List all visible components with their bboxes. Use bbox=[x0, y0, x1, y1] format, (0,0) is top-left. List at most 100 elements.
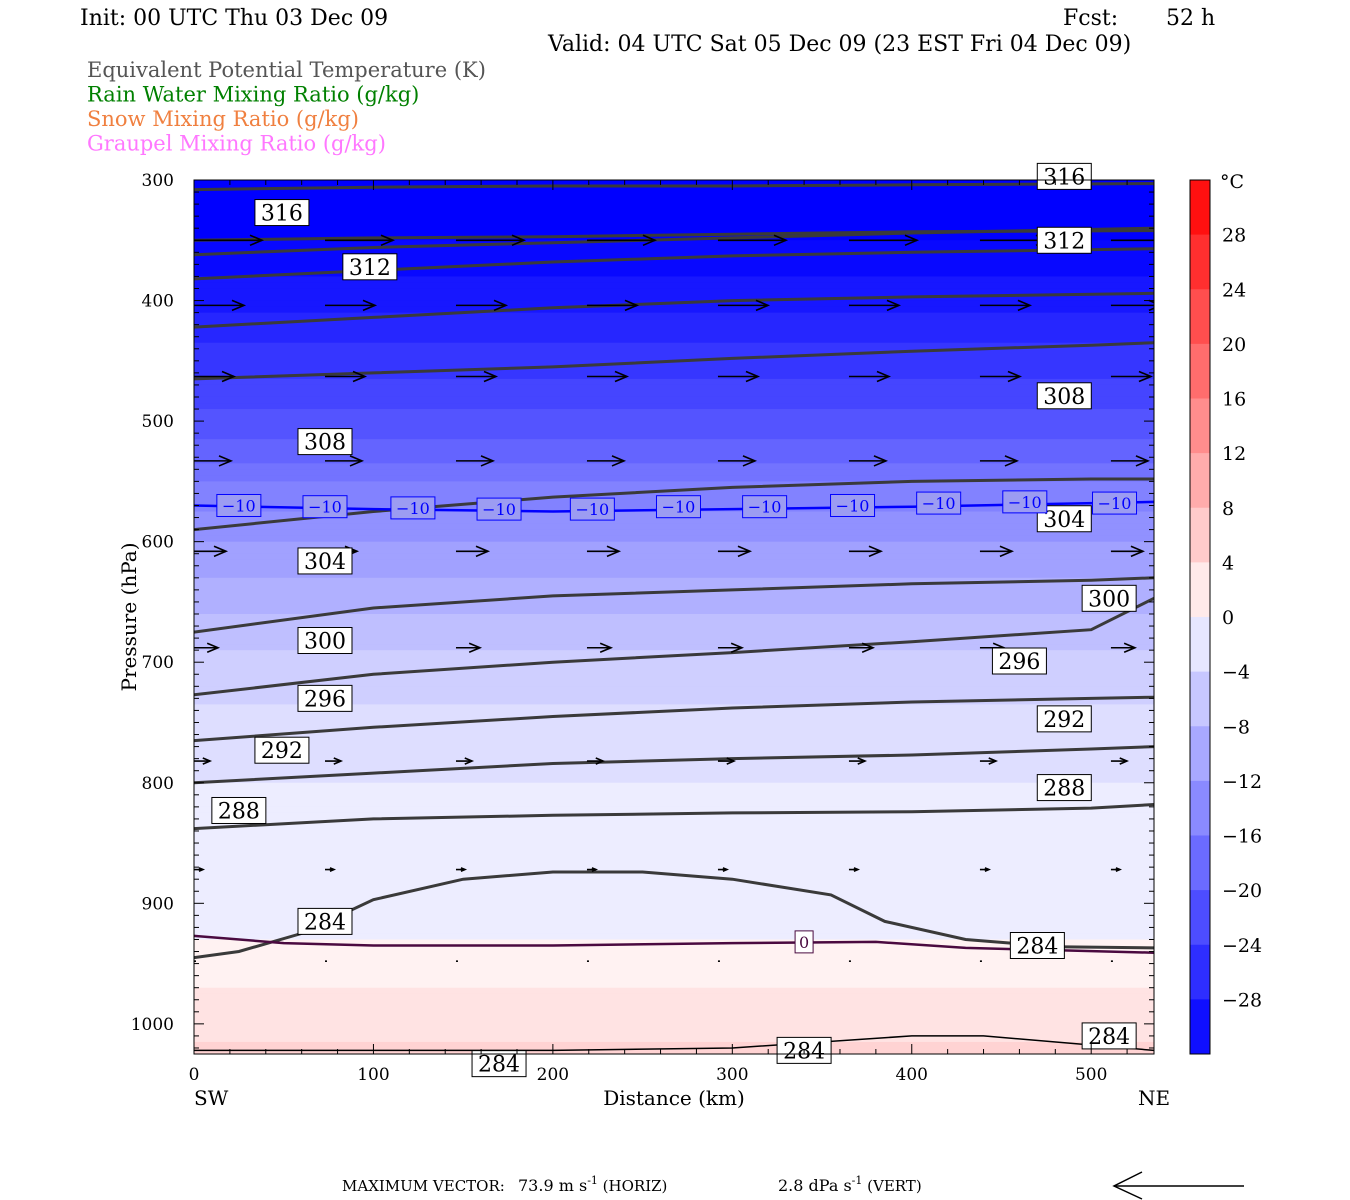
temperature-band bbox=[194, 921, 1154, 929]
x-tick-label: 100 bbox=[357, 1065, 389, 1085]
theta-e-contour-304 bbox=[194, 576, 1154, 634]
y-tick-label: 700 bbox=[142, 653, 174, 673]
temperature-band bbox=[194, 318, 1154, 326]
colorbar: 28 24 20 16 12 8 4 0 −4 −8 −12 −16 −20 −24 −28 bbox=[1189, 179, 1262, 1055]
legend-entry: Rain Water Mixing Ratio (g/kg) bbox=[87, 83, 419, 107]
temperature-band bbox=[194, 288, 1154, 296]
wind-vector bbox=[848, 455, 889, 467]
colorbar-tick-label: 0 bbox=[1222, 607, 1234, 629]
temperature-band bbox=[194, 583, 1154, 591]
svg-text:−10: −10 bbox=[748, 498, 782, 517]
wind-vector bbox=[979, 370, 1023, 383]
temperature-band bbox=[194, 800, 1154, 808]
temperature-band bbox=[194, 439, 1154, 446]
isotherm-label: −10 bbox=[302, 495, 348, 519]
svg-text:316: 316 bbox=[261, 202, 303, 227]
temperature-band bbox=[194, 963, 1154, 971]
colorbar-swatch bbox=[1190, 835, 1210, 891]
temperature-band bbox=[194, 384, 1154, 392]
temperature-band bbox=[194, 951, 1154, 959]
temperature-band bbox=[194, 390, 1154, 398]
wind-vector bbox=[979, 757, 999, 765]
theta-e-label: 300 bbox=[1081, 584, 1137, 612]
temperature-band bbox=[194, 830, 1154, 838]
temperature-band bbox=[194, 776, 1154, 784]
temperature-band bbox=[194, 987, 1154, 995]
temperature-band bbox=[194, 336, 1154, 344]
temperature-band bbox=[194, 692, 1154, 699]
wind-vector bbox=[848, 370, 892, 383]
x-tick-label: 0 bbox=[189, 1065, 200, 1085]
temperature-band bbox=[194, 885, 1154, 892]
wind-vector bbox=[194, 370, 237, 383]
temperature-band bbox=[194, 722, 1154, 730]
svg-text:−10: −10 bbox=[1008, 493, 1042, 512]
wind-vector bbox=[586, 642, 614, 654]
temperature-band bbox=[194, 613, 1154, 621]
temperature-band bbox=[194, 794, 1154, 802]
theta-e-label: 284 bbox=[1009, 932, 1065, 960]
forecast-label: Fcst: bbox=[1063, 6, 1118, 31]
wind-vector bbox=[194, 545, 229, 558]
isotherm-label: 0 bbox=[794, 930, 814, 954]
svg-text:284: 284 bbox=[1088, 1025, 1130, 1050]
temperature-band bbox=[194, 903, 1154, 910]
temperature-band bbox=[194, 228, 1154, 235]
wind-vector bbox=[324, 370, 368, 383]
svg-text:−10: −10 bbox=[836, 496, 870, 515]
y-tick-label: 600 bbox=[142, 533, 174, 553]
temperature-band bbox=[194, 1047, 1154, 1054]
wind-vector bbox=[455, 642, 483, 654]
x-right-direction: NE bbox=[1138, 1086, 1170, 1110]
temperature-band bbox=[194, 378, 1154, 386]
wind-vector bbox=[1110, 370, 1154, 383]
temperature-band bbox=[194, 740, 1154, 748]
temperature-band bbox=[194, 469, 1154, 476]
temperature-band bbox=[194, 746, 1154, 754]
temperature-band bbox=[194, 1041, 1154, 1049]
theta-e-label: 292 bbox=[1036, 705, 1092, 733]
temperature-band bbox=[194, 764, 1154, 772]
theta-e-contour-312 bbox=[194, 341, 1154, 381]
svg-text:308: 308 bbox=[304, 431, 346, 456]
wind-vector bbox=[848, 642, 876, 654]
theta-e-label: 292 bbox=[254, 736, 310, 764]
temperature-band bbox=[194, 427, 1154, 434]
wind-vector bbox=[979, 867, 992, 872]
svg-text:−10: −10 bbox=[396, 499, 430, 518]
wind-vector bbox=[455, 370, 499, 383]
temperature-band bbox=[194, 481, 1154, 489]
temperature-band bbox=[194, 855, 1154, 862]
temperature-band bbox=[194, 601, 1154, 609]
theta-e-label: 316 bbox=[254, 199, 310, 227]
colorbar-swatch bbox=[1190, 507, 1210, 563]
isotherm-label: −10 bbox=[742, 495, 788, 519]
theta-e-label: 308 bbox=[1036, 382, 1092, 410]
svg-text:296: 296 bbox=[998, 650, 1040, 675]
colorbar-swatch bbox=[1190, 671, 1210, 727]
y-tick-label: 1000 bbox=[131, 1015, 174, 1035]
isotherm-label: −10 bbox=[830, 493, 876, 517]
temperature-band bbox=[194, 222, 1154, 229]
wind-vector bbox=[455, 234, 527, 247]
y-tick-label: 300 bbox=[142, 171, 174, 191]
y-tick-label: 900 bbox=[142, 894, 174, 914]
wind-vector bbox=[586, 370, 630, 383]
temperature-band bbox=[194, 716, 1154, 724]
y-tick-label: 400 bbox=[142, 292, 174, 312]
wind-vector bbox=[586, 455, 627, 467]
axes: 300 400 500 600 700 800 900 1000 0 100 200 300 400 50… bbox=[131, 171, 1154, 1085]
temperature-band bbox=[194, 837, 1154, 844]
temperature-band bbox=[194, 788, 1154, 796]
svg-text:288: 288 bbox=[218, 799, 260, 824]
temperature-band bbox=[194, 1023, 1154, 1031]
theta-e-label: 284 bbox=[471, 1050, 527, 1078]
temperature-band bbox=[194, 433, 1154, 440]
svg-text:292: 292 bbox=[261, 739, 303, 764]
colorbar-tick-label: −20 bbox=[1222, 880, 1262, 902]
svg-text:312: 312 bbox=[349, 256, 391, 281]
wind-vector bbox=[848, 545, 884, 558]
temperature-band bbox=[194, 728, 1154, 736]
svg-text:304: 304 bbox=[1043, 508, 1085, 533]
